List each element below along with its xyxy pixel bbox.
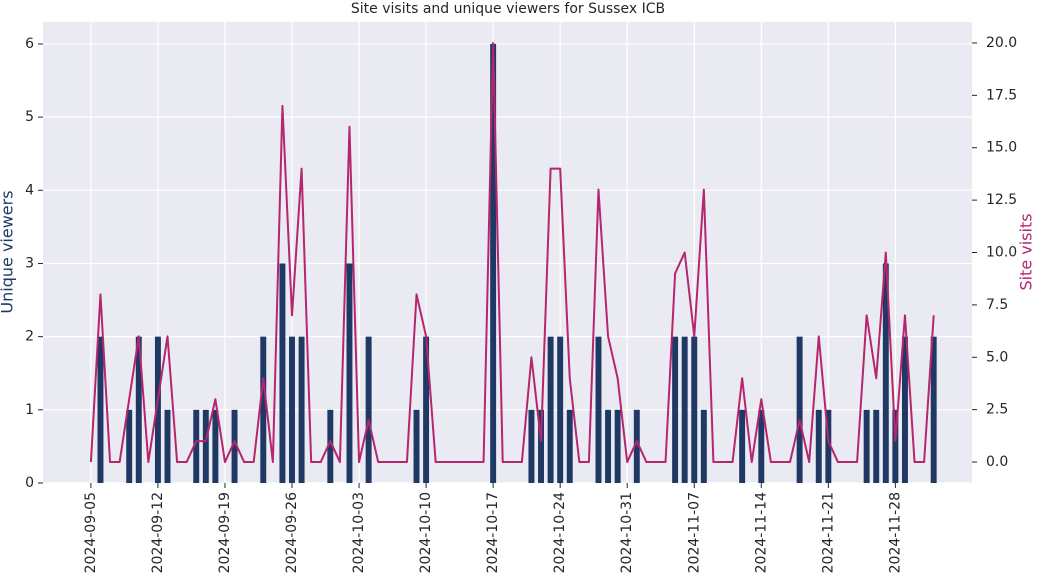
x-tick-label: 2024-09-05 [83, 492, 99, 573]
bar [547, 336, 554, 483]
x-tick-label: 2024-10-10 [418, 492, 434, 573]
bar [892, 409, 899, 483]
x-tick-label: 2024-09-26 [284, 492, 300, 573]
marks [89, 41, 937, 483]
bar [97, 336, 104, 483]
bar [193, 409, 200, 483]
x-tick-label: 2024-09-12 [150, 492, 166, 573]
plot-area [43, 22, 972, 483]
bar [212, 409, 219, 483]
y2-tick-label: 0.0 [986, 454, 1008, 470]
bar [758, 409, 765, 483]
bar [633, 409, 640, 483]
bar [595, 336, 602, 483]
y-tick-label: 4 [25, 182, 34, 198]
bar [154, 336, 161, 483]
y2-tick-label: 17.5 [986, 87, 1017, 103]
y-axis-label: Unique viewers [0, 190, 17, 313]
bar [279, 263, 286, 483]
y2-tick-label: 7.5 [986, 297, 1008, 313]
bar [365, 336, 372, 483]
line [89, 41, 935, 464]
y-tick-label: 2 [25, 329, 34, 345]
bar [863, 409, 870, 483]
y2-tick-label: 12.5 [986, 192, 1017, 208]
bar [825, 409, 832, 483]
bar [691, 336, 698, 483]
bar [557, 336, 564, 483]
y-tick-label: 6 [25, 36, 34, 52]
y2-tick-label: 15.0 [986, 140, 1017, 156]
y2-tick-label: 5.0 [986, 349, 1008, 365]
bar [490, 43, 497, 483]
bar [930, 336, 937, 483]
bar [614, 409, 621, 483]
bar [423, 336, 430, 483]
bar [164, 409, 171, 483]
x-tick-label: 2024-11-21 [820, 492, 836, 573]
y-tick-label: 3 [25, 255, 34, 271]
chart-title: Site visits and unique viewers for Susse… [351, 1, 665, 17]
bar [126, 409, 133, 483]
bar [700, 409, 707, 483]
bar [528, 409, 535, 483]
x-tick-label: 2024-10-17 [485, 492, 501, 573]
x-tick-label: 2024-11-28 [887, 492, 903, 573]
y2-tick-label: 10.0 [986, 245, 1017, 261]
y2-tick-label: 2.5 [986, 402, 1008, 418]
bar [298, 336, 305, 483]
bar [231, 409, 238, 483]
bar [901, 336, 908, 483]
bar [882, 263, 889, 483]
bar [538, 409, 544, 483]
bar [566, 409, 573, 483]
y2-axis-label: Site visits [1017, 213, 1036, 290]
y-tick-label: 0 [25, 475, 34, 491]
x-tick-label: 2024-10-24 [552, 492, 568, 573]
y-tick-label: 5 [25, 109, 34, 125]
bar [135, 336, 142, 483]
bar [202, 409, 209, 483]
bar [327, 409, 334, 483]
x-tick-label: 2024-11-07 [686, 492, 702, 573]
bar [681, 336, 688, 483]
bar [815, 409, 822, 483]
bar [260, 336, 267, 483]
bar [672, 336, 679, 483]
x-tick-label: 2024-11-14 [753, 492, 769, 573]
bar [739, 409, 746, 483]
x-tick-label: 2024-09-19 [217, 492, 233, 573]
bar [289, 336, 295, 483]
y2-tick-label: 20.0 [986, 35, 1017, 51]
bar [346, 263, 353, 483]
x-tick-label: 2024-10-03 [351, 492, 367, 573]
y-tick-label: 1 [25, 402, 34, 418]
bar [605, 409, 612, 483]
bar [413, 409, 420, 483]
bar [796, 336, 803, 483]
x-tick-label: 2024-10-31 [619, 492, 635, 573]
bar [873, 409, 880, 483]
